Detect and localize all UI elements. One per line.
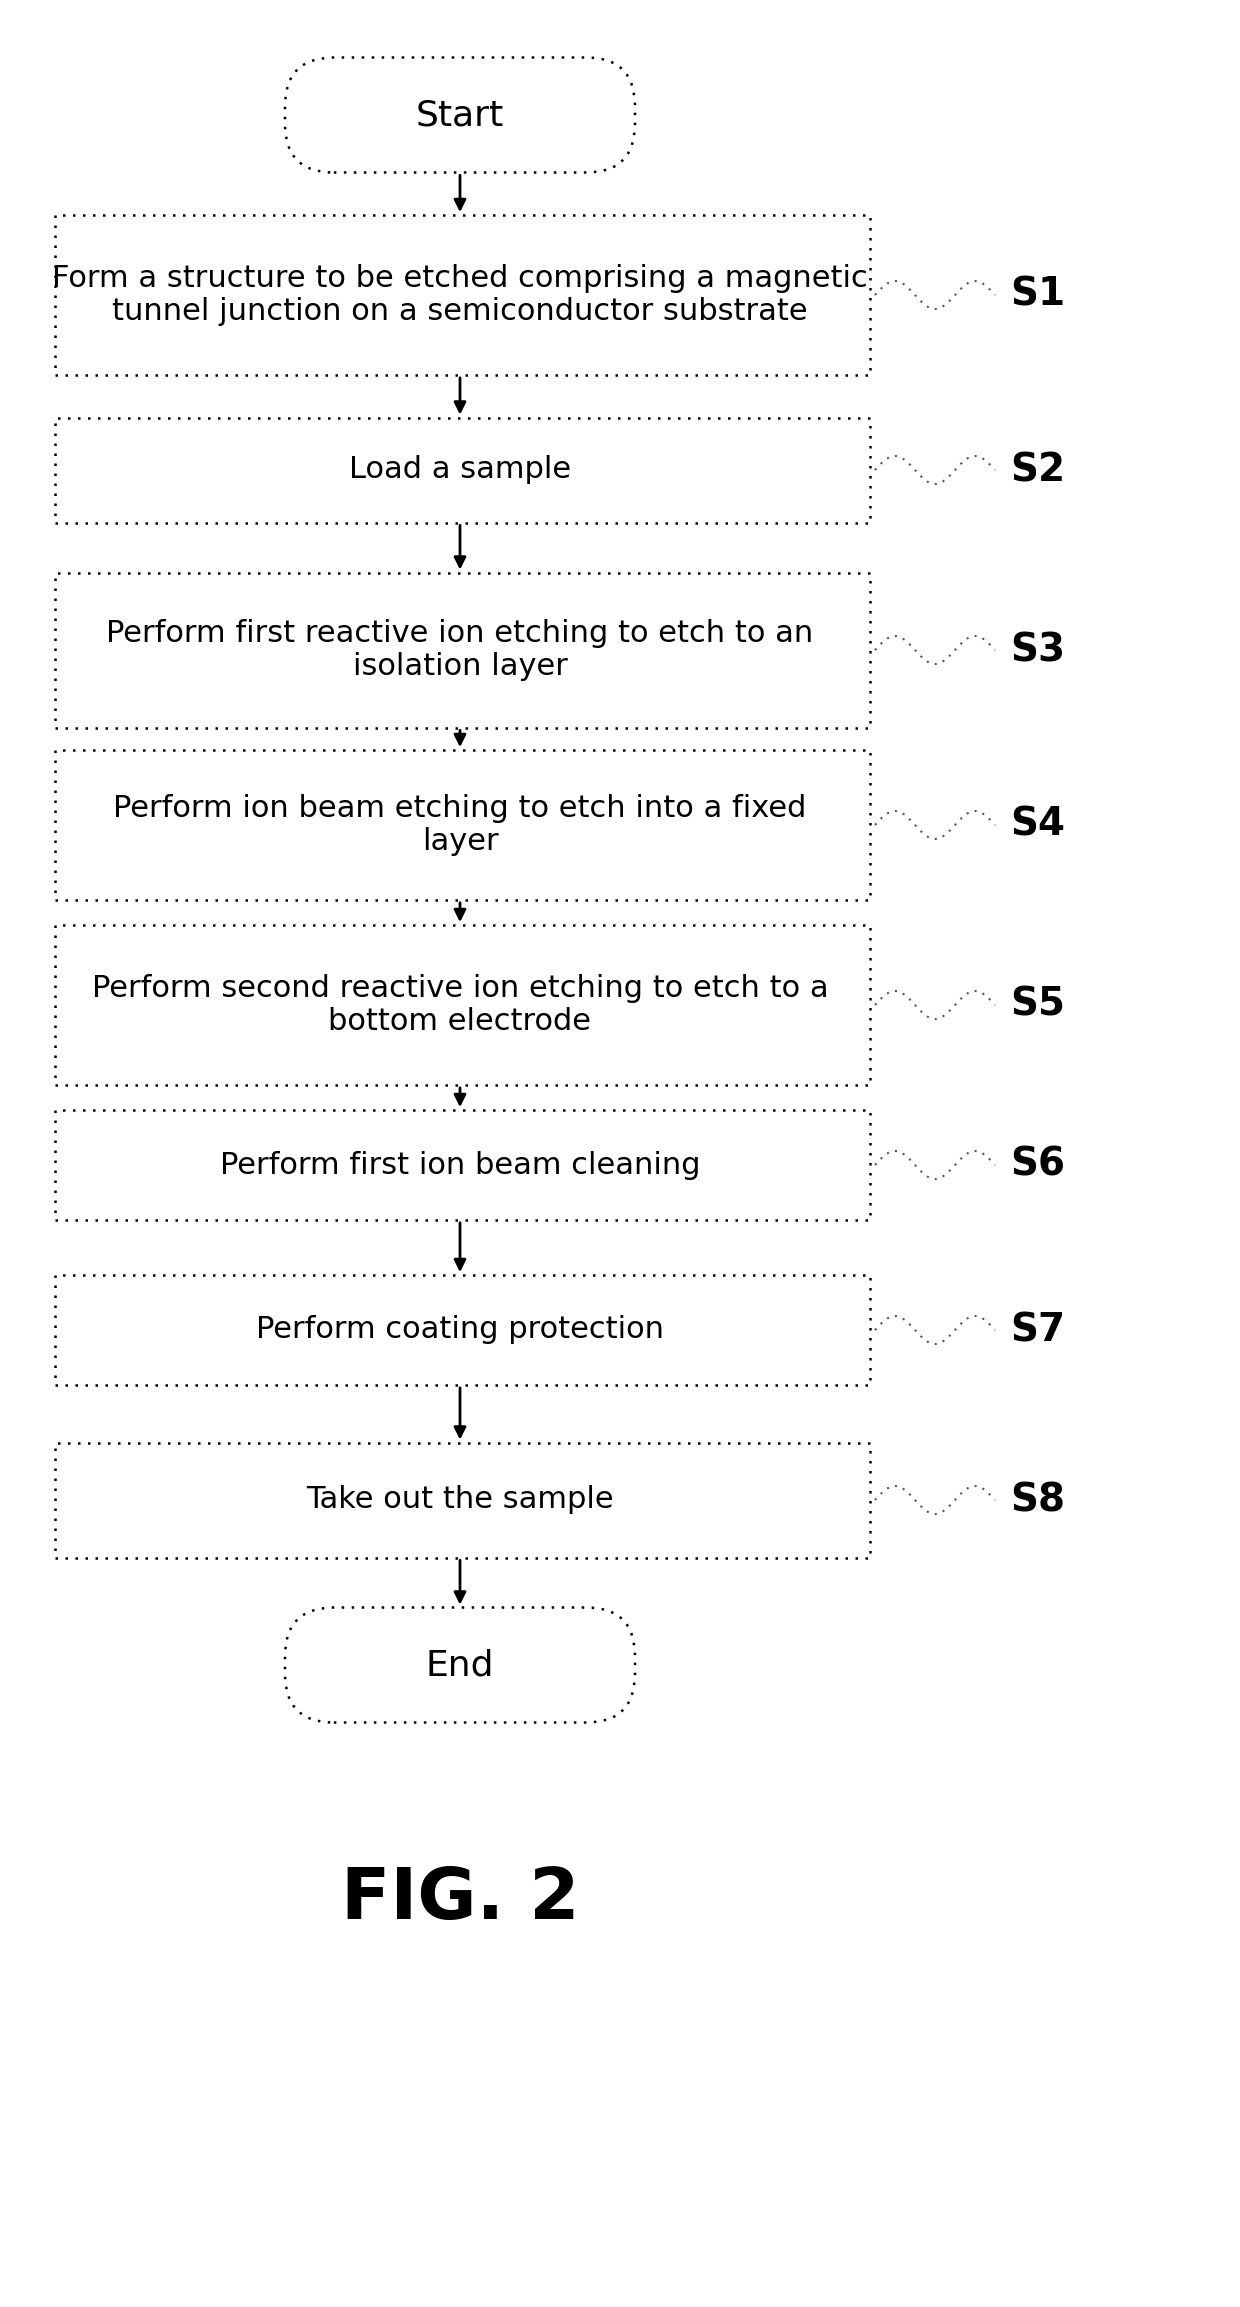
Text: S2: S2: [1011, 450, 1065, 489]
Text: Start: Start: [415, 97, 505, 131]
Text: S8: S8: [1011, 1481, 1065, 1518]
Text: Load a sample: Load a sample: [348, 454, 572, 484]
FancyBboxPatch shape: [55, 1442, 870, 1557]
Text: S1: S1: [1011, 277, 1065, 314]
Text: End: End: [425, 1647, 495, 1682]
FancyBboxPatch shape: [55, 418, 870, 521]
FancyBboxPatch shape: [55, 215, 870, 376]
FancyBboxPatch shape: [285, 1608, 635, 1723]
Text: S4: S4: [1011, 805, 1065, 844]
Text: Perform ion beam etching to etch into a fixed
layer: Perform ion beam etching to etch into a …: [113, 794, 807, 856]
Text: S7: S7: [1011, 1310, 1065, 1350]
FancyBboxPatch shape: [285, 58, 635, 173]
Text: S6: S6: [1011, 1147, 1065, 1183]
FancyBboxPatch shape: [55, 750, 870, 900]
FancyBboxPatch shape: [55, 925, 870, 1084]
Text: Perform second reactive ion etching to etch to a
bottom electrode: Perform second reactive ion etching to e…: [92, 974, 828, 1036]
Text: Form a structure to be etched comprising a magnetic
tunnel junction on a semicon: Form a structure to be etched comprising…: [52, 263, 868, 325]
Text: FIG. 2: FIG. 2: [341, 1866, 579, 1936]
Text: Take out the sample: Take out the sample: [306, 1486, 614, 1513]
Text: S3: S3: [1011, 632, 1065, 669]
Text: S5: S5: [1011, 985, 1065, 1024]
FancyBboxPatch shape: [55, 1110, 870, 1220]
Text: Perform first reactive ion etching to etch to an
isolation layer: Perform first reactive ion etching to et…: [107, 618, 813, 681]
Text: Perform first ion beam cleaning: Perform first ion beam cleaning: [219, 1151, 701, 1179]
FancyBboxPatch shape: [55, 1276, 870, 1384]
FancyBboxPatch shape: [55, 572, 870, 727]
Text: Perform coating protection: Perform coating protection: [255, 1315, 663, 1345]
